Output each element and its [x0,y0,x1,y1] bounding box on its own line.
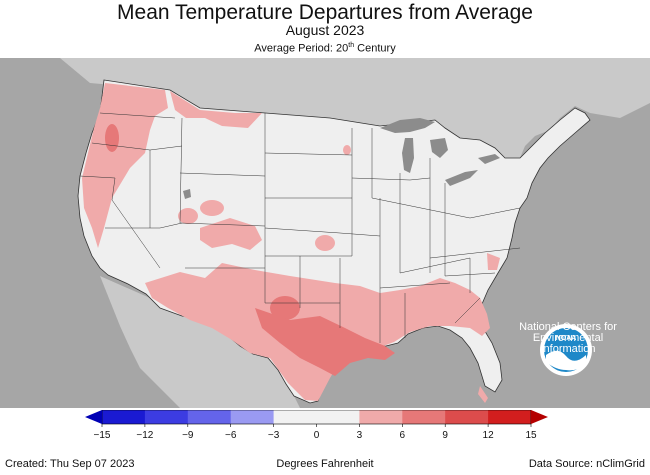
colorbar-swatch [316,410,360,424]
average-period-prefix: Average Period: 20 [254,42,349,55]
colorbar-tick-label: −12 [136,430,153,441]
colorbar-low-arrow [85,410,102,424]
colorbar-tick-label: 6 [400,430,406,441]
lake-huron [430,138,448,158]
average-period-sup: th [348,42,355,49]
anomaly-6-to-9 [105,124,395,376]
canada-land [0,58,650,158]
colorbar-tick-label: −9 [182,430,194,441]
colorbar-tick-label: 12 [483,430,495,441]
map-subtitle: August 2023 [285,22,365,38]
colorbar: −15 −12 −9 −6 −3 0 3 6 9 12 15 [85,410,548,441]
lake-ontario [478,154,500,164]
lake-erie [445,170,478,186]
state-borders [79,112,521,343]
colorbar-tick-label: −6 [225,430,237,441]
colorbar-high-arrow [531,410,548,424]
colorbar-swatch [488,410,532,424]
colorbar-swatch [273,410,317,424]
colorbar-swatch [144,410,189,424]
colorbar-swatch [359,410,403,424]
mexico-land [100,276,300,408]
lake-michigan [402,138,414,173]
lake-superior [380,118,435,133]
ncei-caption-line: National Centers for [519,321,617,333]
ncei-caption-line: Environmental [532,332,604,344]
colorbar-tick-label: −3 [268,430,280,441]
colorbar-swatch [230,410,275,424]
map-title: Mean Temperature Departures from Average [117,1,533,24]
colorbar-tick-label: 3 [357,430,363,441]
colorbar-swatch [102,410,146,424]
temperature-departure-map: NOAA [0,58,650,408]
colorbar-tick-label: 9 [442,430,448,441]
colorbar-tick-label: −15 [94,430,111,441]
data-source: Data Source: nClimGrid [528,458,645,470]
created-date: Created: Thu Sep 07 2023 [5,458,135,470]
average-period: Average Period: 20th Century [0,42,650,55]
average-period-suffix: Century [354,42,396,55]
colorbar-tick-label: 0 [314,430,320,441]
colorbar-swatch [445,410,489,424]
colorbar-ticks: −15 −12 −9 −6 −3 0 3 6 9 12 15 [94,424,537,441]
ncei-caption-line: Information [540,343,596,355]
colorbar-swatch [187,410,232,424]
colorbar-tick-label: 15 [525,430,537,441]
noaa-logo-text: NOAA [556,335,577,342]
colorbar-swatch [402,410,446,424]
colorbar-swatches [101,410,532,425]
units-label: Degrees Fahrenheit [276,458,374,470]
ncei-caption: National Centers for Environmental Infor… [512,322,624,355]
great-salt-lake [183,189,191,199]
noaa-logo: NOAA [540,324,592,376]
